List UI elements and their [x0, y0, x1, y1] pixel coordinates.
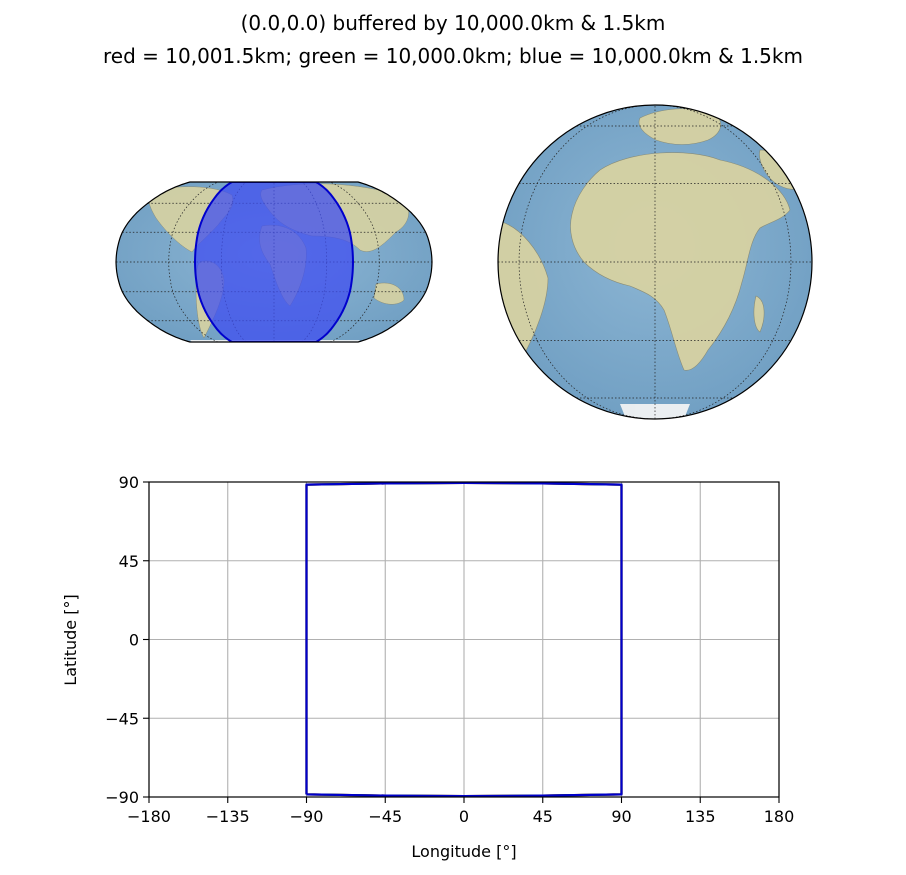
x-tick-label: −135 — [206, 807, 250, 826]
plot-series — [305, 481, 623, 798]
y-tick-label: 45 — [119, 552, 139, 571]
globe-meridian — [654, 105, 792, 419]
lonlat-plot: −180 −135 −90 −45 0 45 90 135 180 −90 −45 0 45 90 Lo… — [61, 473, 794, 861]
x-ticks: −180 −135 −90 −45 0 45 90 135 180 — [127, 797, 794, 826]
x-tick-label: −180 — [127, 807, 171, 826]
robinson-buffer-region — [193, 182, 355, 342]
x-tick-label: −90 — [290, 807, 324, 826]
robinson-map — [115, 181, 433, 343]
globe-gridlines — [498, 105, 812, 419]
orthographic-globe — [497, 104, 813, 420]
robinson-outline — [115, 181, 433, 343]
title-line-1: (0.0,0.0) buffered by 10,000.0km & 1.5km — [241, 11, 666, 35]
y-tick-label: −90 — [105, 788, 139, 807]
x-tick-label: 0 — [459, 807, 469, 826]
globe-outline — [497, 104, 813, 420]
x-tick-label: −45 — [368, 807, 402, 826]
y-tick-label: −45 — [105, 709, 139, 728]
y-tick-label: 0 — [129, 631, 139, 650]
plot-gridlines — [148, 481, 780, 798]
x-tick-label: 180 — [764, 807, 795, 826]
y-ticks: −90 −45 0 45 90 — [105, 473, 149, 807]
title-line-2: red = 10,001.5km; green = 10,000.0km; bl… — [103, 44, 803, 68]
y-tick-label: 90 — [119, 473, 139, 492]
y-axis-label: Latitude [°] — [61, 594, 80, 685]
x-tick-label: 135 — [685, 807, 716, 826]
series-line-2 — [305, 481, 623, 798]
x-tick-label: 45 — [533, 807, 553, 826]
x-axis-label: Longitude [°] — [411, 842, 516, 861]
x-tick-label: 90 — [611, 807, 631, 826]
